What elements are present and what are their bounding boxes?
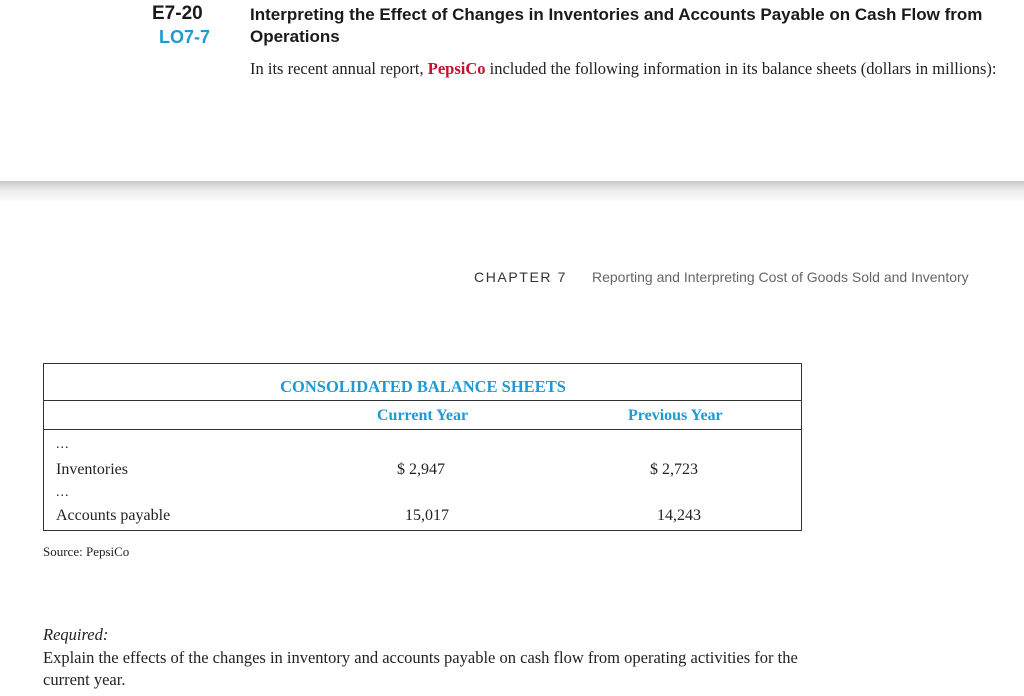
page-divider xyxy=(0,181,1024,201)
table-column-header-row: Current Year Previous Year xyxy=(44,401,801,430)
intro-text-after: included the following information in it… xyxy=(485,59,997,78)
balance-sheet-table: CONSOLIDATED BALANCE SHEETS Current Year… xyxy=(43,363,802,531)
row-label-accounts-payable: Accounts payable xyxy=(56,507,171,524)
company-name: PepsiCo xyxy=(427,59,486,78)
required-text: Explain the effects of the changes in in… xyxy=(43,648,798,689)
inventories-current-value: $ 2,947 xyxy=(397,461,445,478)
table-title: CONSOLIDATED BALANCE SHEETS xyxy=(280,377,566,396)
accounts-payable-current-value: 15,017 xyxy=(405,507,449,524)
intro-text-before: In its recent annual report, xyxy=(250,59,428,78)
chapter-label: CHAPTER 7 xyxy=(474,269,567,285)
inventories-previous-value: $ 2,723 xyxy=(650,461,698,478)
column-header-current-year: Current Year xyxy=(377,407,469,424)
table-ellipsis: ... xyxy=(56,485,70,500)
exercise-number: E7-20 xyxy=(152,3,203,24)
column-header-previous-year: Previous Year xyxy=(628,407,723,424)
chapter-title: Reporting and Interpreting Cost of Goods… xyxy=(592,269,969,285)
table-source: Source: PepsiCo xyxy=(43,544,130,559)
accounts-payable-previous-value: 14,243 xyxy=(657,507,701,524)
row-label-inventories: Inventories xyxy=(56,461,128,478)
exercise-title: Interpreting the Effect of Changes in In… xyxy=(250,5,983,46)
table-title-row: CONSOLIDATED BALANCE SHEETS xyxy=(44,364,801,401)
table-ellipsis: ... xyxy=(56,437,70,452)
exercise-intro: In its recent annual report, PepsiCo inc… xyxy=(250,58,1012,80)
required-label: Required: xyxy=(43,625,109,644)
learning-objective: LO7-7 xyxy=(159,27,211,47)
